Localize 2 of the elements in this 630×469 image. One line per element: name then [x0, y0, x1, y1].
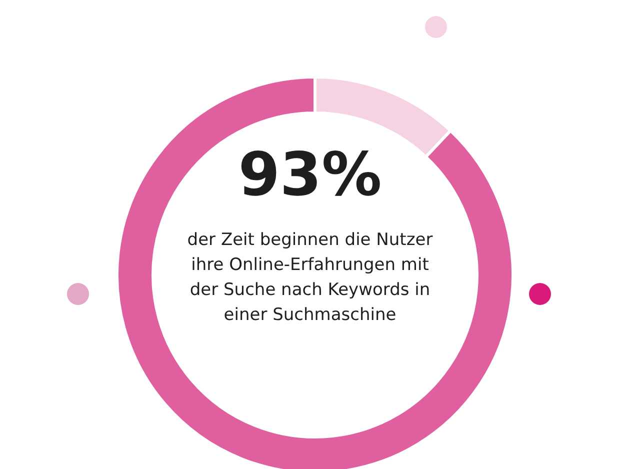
text: der Zeit beginnen die Nutzer ihre Online-Erfahrungen mit der Suche nach Keywords in einer Suchmaschine: [186, 229, 434, 327]
text: 93%: [237, 140, 383, 210]
